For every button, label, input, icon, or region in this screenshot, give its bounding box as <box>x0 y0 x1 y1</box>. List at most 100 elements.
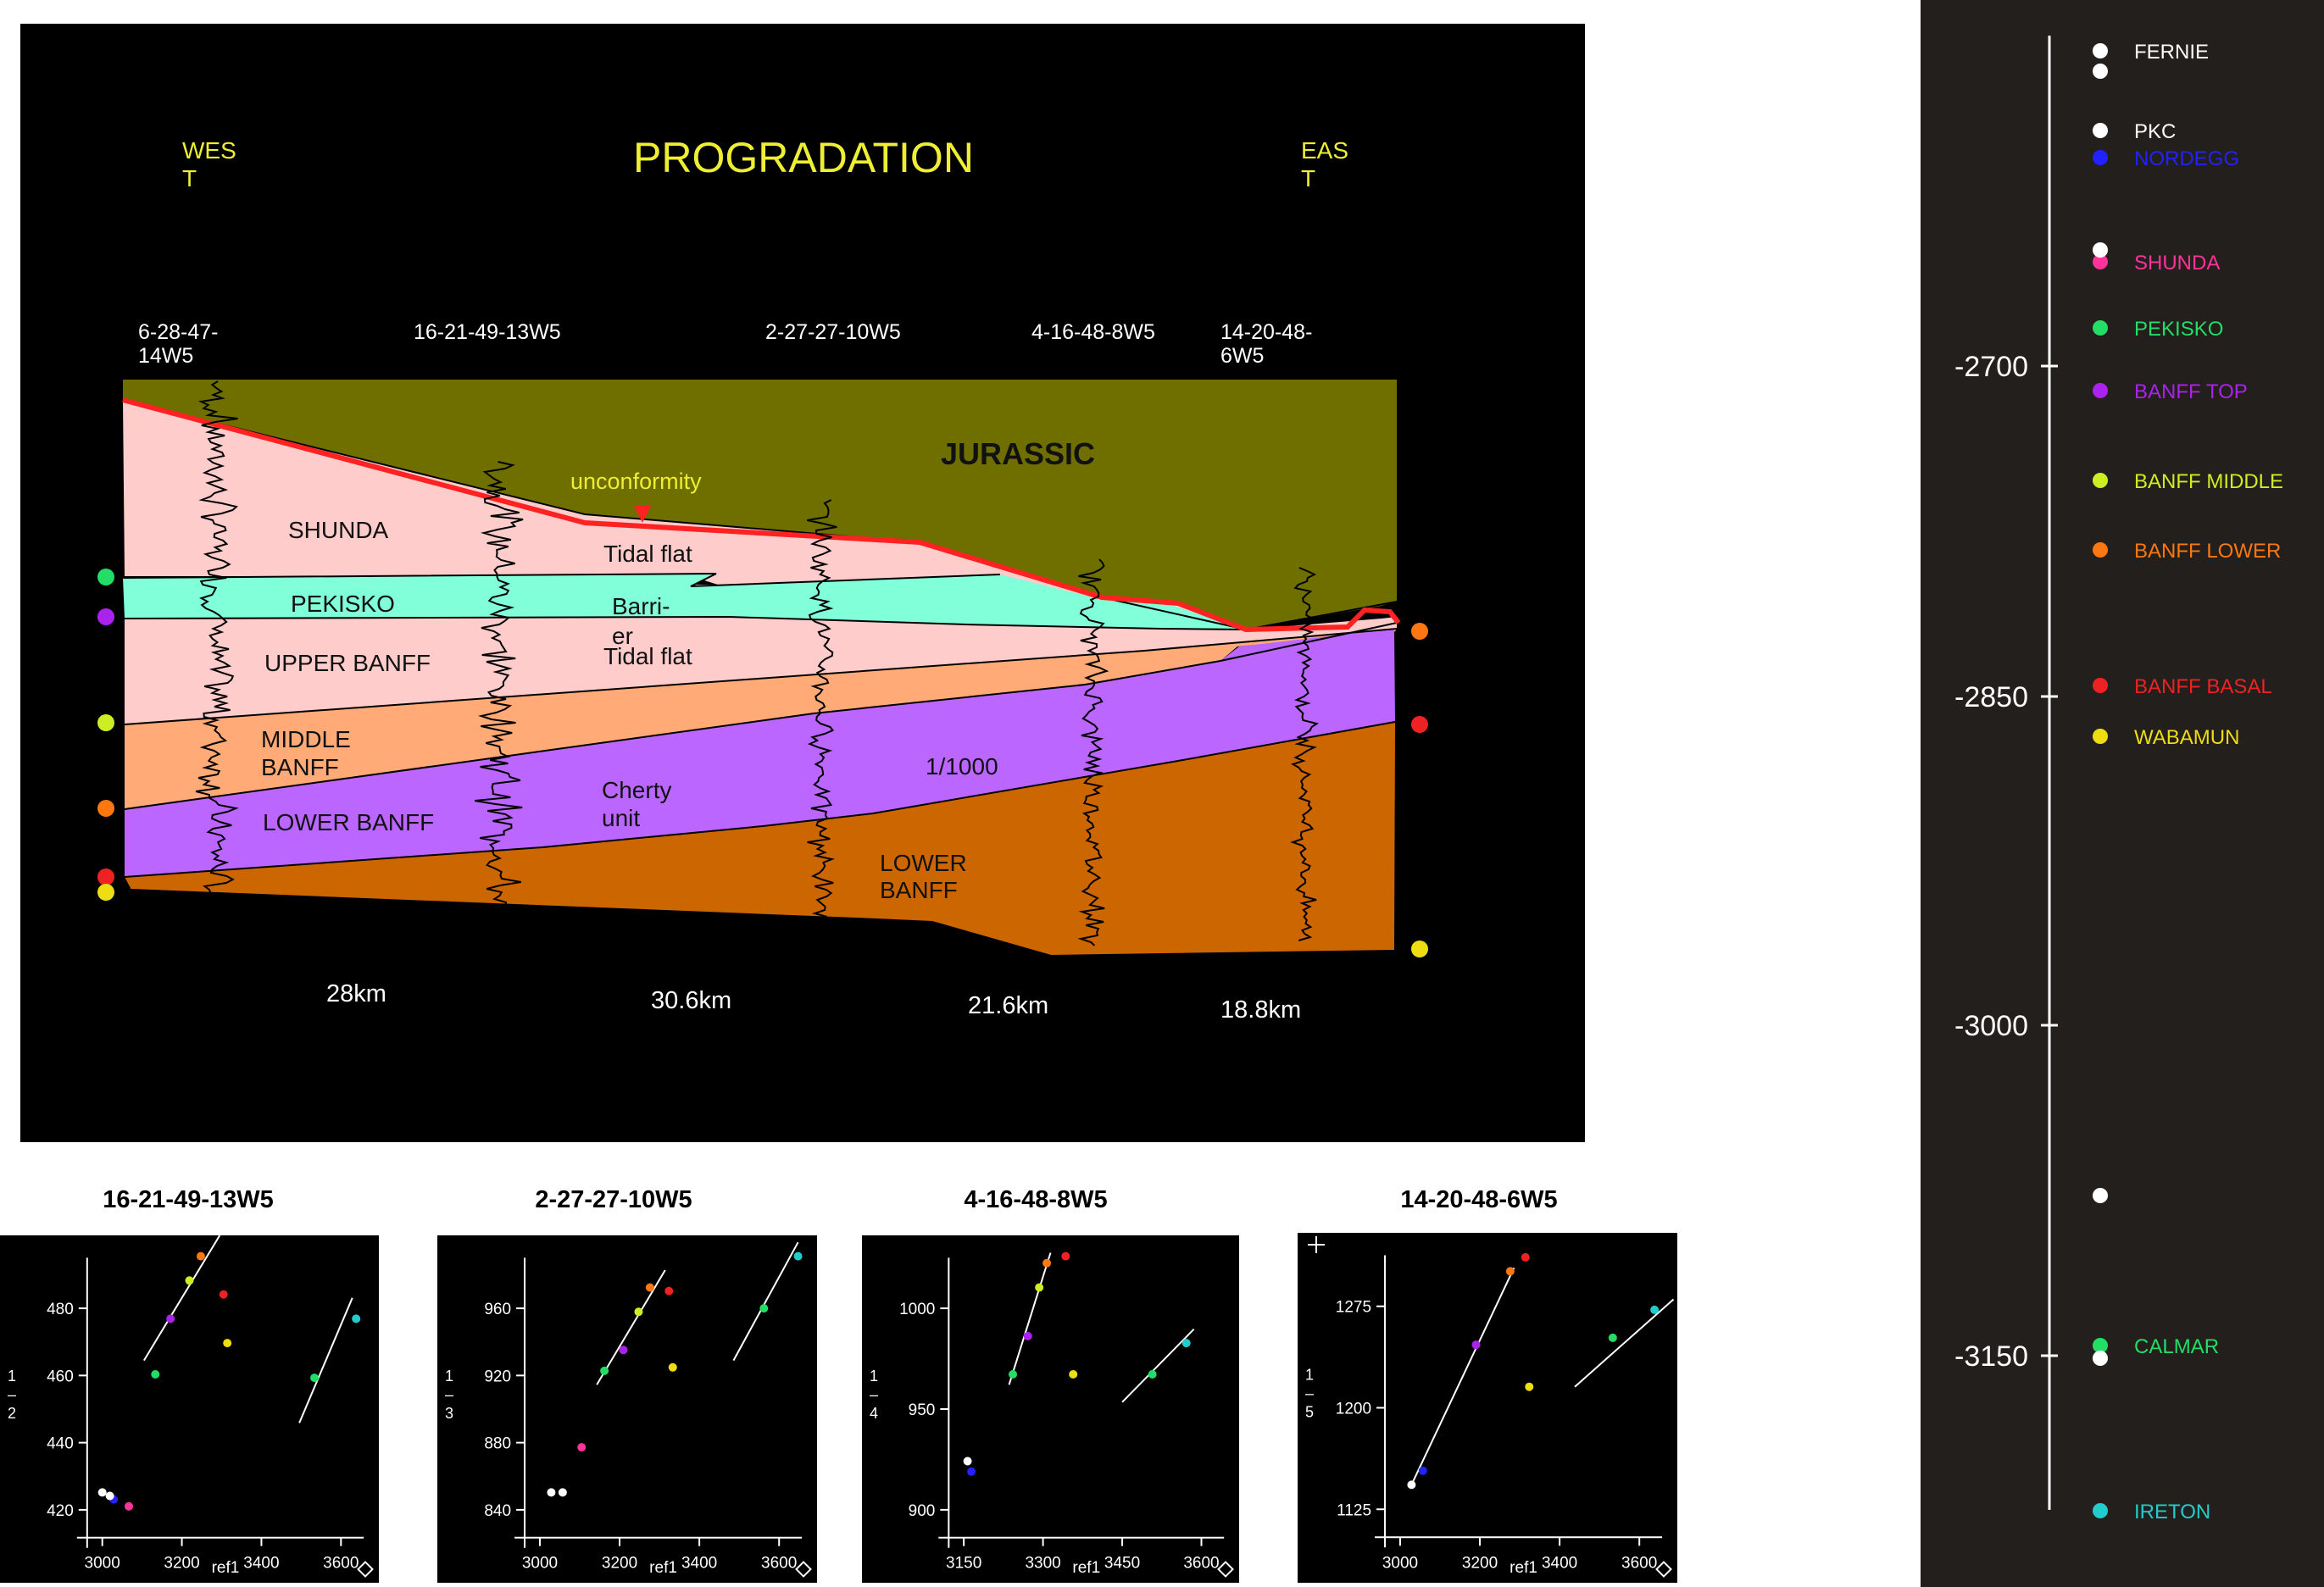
crossplot-point <box>547 1488 556 1497</box>
crosshair-icon <box>1308 1236 1325 1253</box>
depth-tick-label: -2850 <box>1954 681 2028 713</box>
upper-banff-label: UPPER BANFF <box>264 650 431 676</box>
legend-dot <box>2093 254 2108 269</box>
crossplot-3: 4-16-48-8W5 3150 3300 3450 3600 900 950 1000 1 – 4… <box>862 1186 1239 1583</box>
legend-label: BANFF TOP <box>2134 380 2248 403</box>
crossplot-point <box>963 1457 972 1466</box>
corner-icon <box>357 1561 374 1578</box>
legend-dot <box>2093 123 2108 138</box>
crossplot-y-label: 5 <box>1305 1403 1314 1420</box>
crossplot-y-tick-label: 1275 <box>1336 1299 1371 1317</box>
crossplot-2: 2-27-27-10W5 3000 3200 3400 3600 840 880 920 960… <box>437 1186 817 1583</box>
crossplot-y-label: 1 <box>8 1368 16 1384</box>
crossplot-point <box>1023 1331 1032 1340</box>
legend-dot <box>2093 729 2108 744</box>
crossplot-point <box>1061 1251 1070 1261</box>
crossplot-background <box>1298 1233 1677 1583</box>
crossplot-point <box>759 1304 769 1313</box>
crossplot-point <box>1148 1370 1157 1379</box>
well-name-5-line2: 6W5 <box>1220 344 1264 368</box>
crossplot-background <box>0 1235 379 1583</box>
tidal-flat-lower-label: Tidal flat <box>603 643 692 669</box>
crossplot-y-label: – <box>870 1386 878 1403</box>
distance-4: 18.8km <box>1220 996 1301 1024</box>
lower-banff-right-label-line1: LOWER <box>880 850 967 876</box>
legend-dot <box>2093 678 2108 693</box>
crossplot-trend-line <box>143 1235 221 1362</box>
well-name-5-line1: 14-20-48- <box>1220 320 1312 344</box>
crossplot-y-tick-label: 460 <box>47 1368 74 1385</box>
distance-2: 30.6km <box>651 987 731 1014</box>
marker-banff-middle-west <box>97 714 114 731</box>
legend-label: FERNIE <box>2134 41 2209 64</box>
well-name-2: 16-21-49-13W5 <box>414 320 561 344</box>
crossplot-y-tick-label: 420 <box>47 1502 74 1520</box>
middle-banff-layer <box>125 629 1397 809</box>
crossplot-x-label: ref1 <box>649 1559 677 1577</box>
well-log-trace-5 <box>1290 567 1320 941</box>
crossplot-point <box>105 1491 114 1501</box>
legend-label: BANFF MIDDLE <box>2134 470 2283 493</box>
crossplot-point <box>97 1488 107 1497</box>
legend-label: PKC <box>2134 120 2176 143</box>
jurassic-label: JURASSIC <box>941 436 1095 471</box>
unconformity-label: unconformity <box>570 469 702 494</box>
crossplot-y-label: – <box>8 1386 16 1403</box>
crossplot-point <box>151 1370 160 1379</box>
depth-tick-label: -3000 <box>1954 1010 2028 1042</box>
crossplot-point <box>196 1251 205 1261</box>
legend-dot <box>2093 542 2108 558</box>
crossplot-title: 14-20-48-6W5 <box>1400 1186 1557 1213</box>
crossplot-point <box>185 1276 194 1285</box>
distance-1: 28km <box>326 980 386 1007</box>
crossplot-x-tick-label: 3000 <box>522 1555 558 1573</box>
cherty-label-line2: unit <box>602 805 640 831</box>
marker-pekisko-west <box>97 569 114 585</box>
crossplot-x-tick-label: 3300 <box>1025 1555 1060 1573</box>
crossplot-point <box>1650 1305 1660 1314</box>
pekisko-layer <box>123 574 1246 630</box>
crossplot-point <box>558 1488 567 1497</box>
legend-label: BANFF BASAL <box>2134 675 2272 698</box>
crossplot-trend-line <box>1121 1328 1195 1403</box>
crossplot-point <box>1525 1382 1534 1391</box>
legend-label: BANFF LOWER <box>2134 540 2281 563</box>
side-markers <box>97 569 1428 957</box>
crossplot-trend-line <box>1410 1267 1515 1485</box>
crossplot-x-tick-label: 3000 <box>85 1555 120 1573</box>
crossplot-point <box>1035 1283 1044 1292</box>
crossplot-y-label: 1 <box>445 1368 453 1384</box>
legend-label: SHUNDA <box>2134 252 2220 275</box>
cherty-label-line1: Cherty <box>602 777 671 803</box>
crossplot-x-tick-label: 3600 <box>1183 1555 1219 1573</box>
crossplot-point <box>352 1314 361 1323</box>
crossplot-trend-line <box>1008 1252 1052 1385</box>
crossplot-trend-line <box>1574 1298 1675 1388</box>
crossplot-trend-line <box>298 1297 353 1423</box>
crossplot-point <box>1009 1370 1017 1379</box>
well-name-4: 4-16-48-8W5 <box>1031 320 1155 344</box>
middle-banff-label-line2: BANFF <box>261 754 339 780</box>
lower-banff-basal-layer <box>125 722 1395 956</box>
legend-label: CALMAR <box>2134 1335 2219 1358</box>
crossplot-point <box>600 1366 609 1375</box>
crossplot-x-tick-label: 3600 <box>1621 1554 1657 1572</box>
crossplot-point <box>619 1346 628 1355</box>
east-label-line1: EAS <box>1301 137 1348 164</box>
crossplot-point <box>1521 1252 1530 1262</box>
crossplot-y-tick-label: 960 <box>484 1301 511 1318</box>
legend-dot <box>2093 43 2108 58</box>
crossplot-point <box>1471 1340 1481 1350</box>
crossplot-background <box>862 1235 1239 1583</box>
crossplot-x-tick-label: 3400 <box>1542 1554 1577 1572</box>
crossplot-y-tick-label: 920 <box>484 1368 511 1385</box>
crossplot-x-tick-label: 3200 <box>602 1555 637 1573</box>
west-label-line1: WES <box>182 137 236 164</box>
crossplot-point <box>967 1467 976 1476</box>
crossplot-x-tick-label: 3200 <box>164 1555 199 1573</box>
crossplot-point <box>1608 1333 1617 1342</box>
crossplot-y-label: 1 <box>870 1368 878 1384</box>
crossplot-point <box>1407 1480 1416 1490</box>
